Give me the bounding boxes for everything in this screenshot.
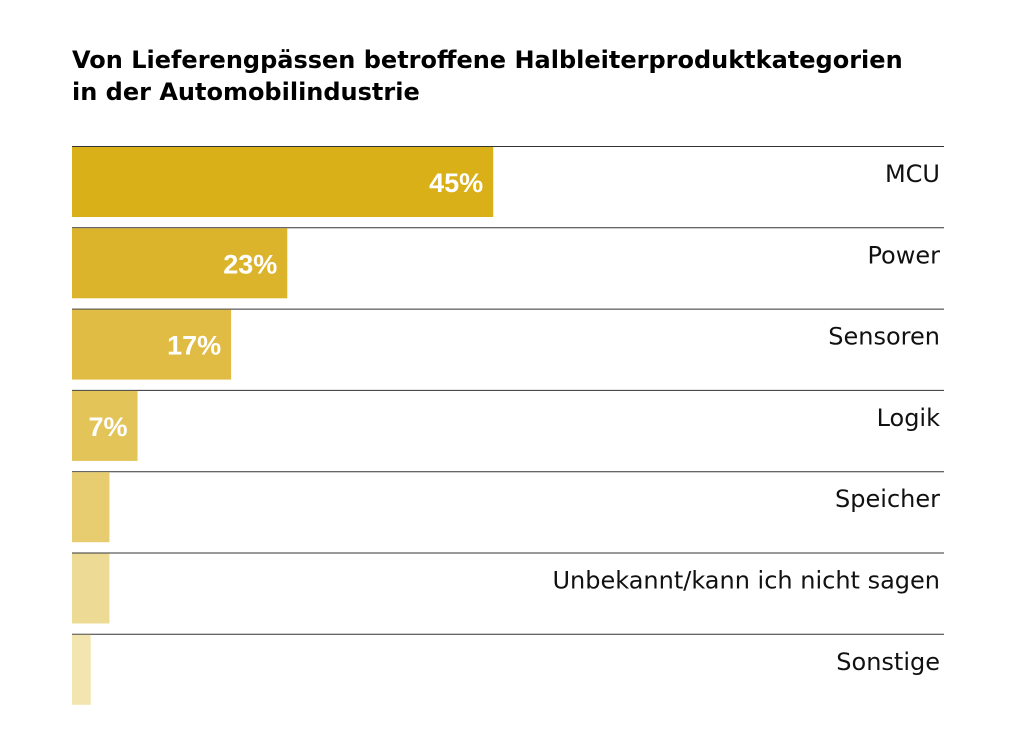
bar-sonstige	[72, 634, 91, 705]
chart-title-line-2: in der Automobilindustrie	[72, 78, 420, 106]
bar-value-label: 7%	[88, 412, 127, 442]
category-label: Sonstige	[836, 648, 940, 676]
category-label: Power	[867, 241, 940, 269]
bar-logik	[72, 390, 138, 461]
bar-unbekannt-kann-ich-nicht-sagen	[72, 553, 110, 624]
category-label: Speicher	[835, 485, 940, 513]
category-label: Logik	[877, 404, 941, 432]
bar-value-label: 45%	[429, 168, 483, 198]
category-label: MCU	[885, 160, 940, 188]
bar-sensoren	[72, 309, 232, 380]
category-label: Unbekannt/kann ich nicht sagen	[552, 567, 940, 595]
bar-value-label: 17%	[167, 331, 221, 361]
bar-mcu	[72, 147, 494, 217]
bar-value-label: 23%	[223, 249, 277, 279]
chart-title-line-1: Von Lieferengpässen betroffene Halbleite…	[72, 46, 903, 74]
category-label: Sensoren	[828, 323, 940, 351]
chart-title: Von Lieferengpässen betroffene Halbleite…	[72, 44, 972, 108]
bar-power	[72, 228, 288, 299]
bar-speicher	[72, 472, 110, 543]
